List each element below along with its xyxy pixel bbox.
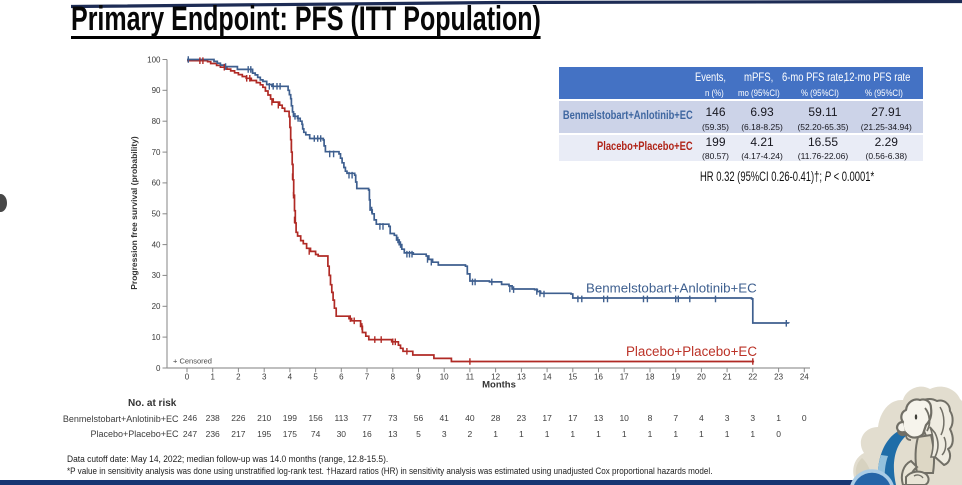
svg-text:18: 18 (646, 373, 655, 382)
svg-text:24: 24 (800, 373, 809, 382)
svg-text:13: 13 (517, 373, 526, 382)
svg-text:Benmelstobart+Anlotinib+EC: Benmelstobart+Anlotinib+EC (586, 281, 757, 296)
svg-text:60: 60 (152, 179, 161, 188)
svg-text:22: 22 (748, 373, 757, 382)
svg-text:4: 4 (288, 373, 293, 382)
svg-text:10: 10 (440, 373, 449, 382)
svg-text:Months: Months (482, 380, 516, 391)
svg-text:40: 40 (152, 240, 161, 249)
svg-text:Progression free survival (pro: Progression free survival (probability) (129, 136, 139, 290)
svg-text:11: 11 (466, 373, 475, 382)
svg-text:7: 7 (365, 373, 370, 382)
svg-text:90: 90 (152, 86, 161, 95)
svg-text:70: 70 (152, 148, 161, 157)
svg-text:5: 5 (313, 373, 318, 382)
svg-text:14: 14 (543, 373, 552, 382)
svg-text:6: 6 (339, 373, 344, 382)
svg-text:30: 30 (152, 271, 161, 280)
svg-text:10: 10 (152, 333, 161, 342)
svg-text:1: 1 (210, 373, 215, 382)
svg-text:Placebo+Placebo+EC: Placebo+Placebo+EC (626, 344, 757, 359)
svg-text:100: 100 (147, 55, 161, 64)
svg-text:15: 15 (568, 373, 577, 382)
svg-text:50: 50 (152, 210, 161, 219)
svg-text:12: 12 (491, 373, 500, 382)
svg-text:3: 3 (262, 373, 267, 382)
svg-text:23: 23 (774, 373, 783, 382)
svg-text:9: 9 (416, 373, 421, 382)
svg-text:17: 17 (620, 373, 629, 382)
svg-text:2: 2 (236, 373, 241, 382)
svg-text:19: 19 (671, 373, 680, 382)
svg-text:21: 21 (723, 373, 732, 382)
svg-text:0: 0 (185, 373, 190, 382)
svg-text:20: 20 (697, 373, 706, 382)
svg-text:16: 16 (594, 373, 603, 382)
svg-text:+ Censored: + Censored (173, 357, 212, 366)
svg-text:8: 8 (391, 373, 396, 382)
svg-text:80: 80 (152, 117, 161, 126)
svg-text:0: 0 (156, 364, 161, 373)
svg-text:20: 20 (152, 302, 161, 311)
